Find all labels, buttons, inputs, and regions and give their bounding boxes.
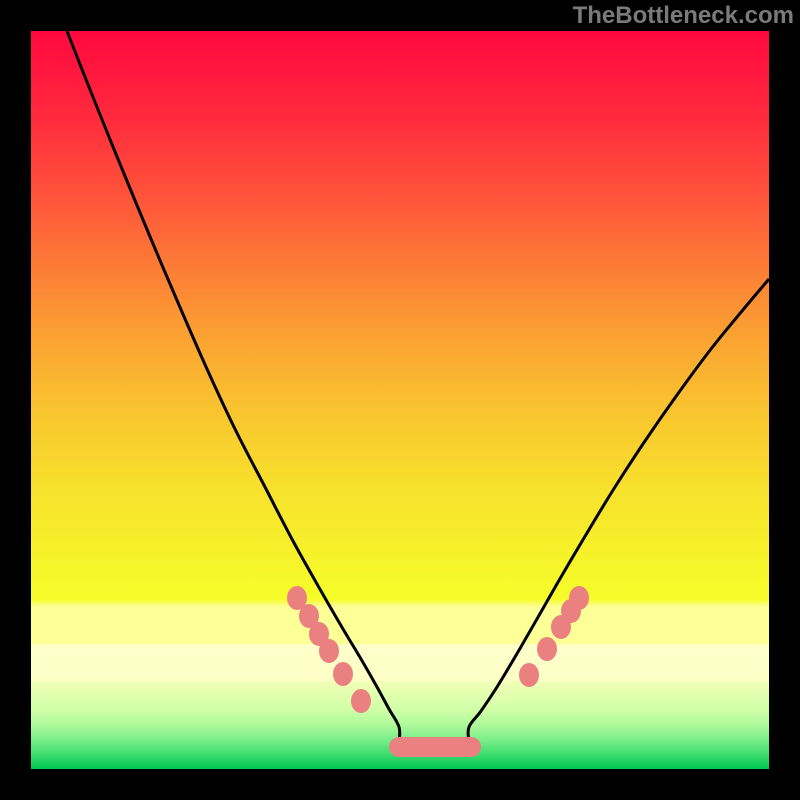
watermark-text: TheBottleneck.com <box>573 2 794 30</box>
curve-marker <box>537 637 557 661</box>
curve-marker <box>319 639 339 663</box>
curve-marker <box>333 662 353 686</box>
plot-background <box>31 31 769 769</box>
curve-marker-bar <box>389 737 481 757</box>
canvas-stage: TheBottleneck.com <box>0 0 800 800</box>
curve-marker <box>519 663 539 687</box>
curve-marker <box>569 586 589 610</box>
bottleneck-plot <box>31 31 769 769</box>
curve-marker <box>351 689 371 713</box>
